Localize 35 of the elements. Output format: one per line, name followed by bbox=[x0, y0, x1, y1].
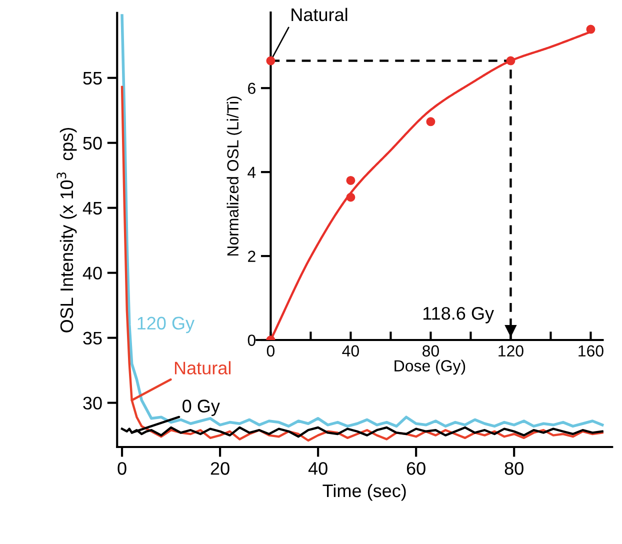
x-tick-label: 80 bbox=[422, 345, 439, 357]
point bbox=[346, 192, 356, 202]
y-tick-label: 6 bbox=[248, 82, 256, 94]
point bbox=[346, 176, 356, 185]
y-tick-label: 40 bbox=[82, 266, 102, 280]
x-axis-title: Time (sec) bbox=[322, 484, 406, 501]
y-axis-title: Normalized OSL (Li/Ti) bbox=[226, 96, 242, 256]
x-tick-label: 20 bbox=[210, 462, 230, 475]
y-tick-label: 4 bbox=[248, 166, 256, 178]
y-tick-label: 50 bbox=[83, 136, 102, 150]
y-tick-label: 35 bbox=[83, 332, 102, 345]
point bbox=[426, 117, 436, 126]
x-tick-label: 0 bbox=[266, 345, 275, 357]
series-label: 0 Gy bbox=[182, 400, 220, 416]
y-tick-label: 55 bbox=[83, 72, 102, 85]
y-tick-label: 2 bbox=[248, 250, 256, 262]
x-tick-label: 60 bbox=[406, 462, 426, 475]
text: Natural bbox=[174, 361, 230, 374]
x-tick-label: 80 bbox=[504, 462, 524, 475]
y-tick-label: 45 bbox=[82, 202, 102, 215]
point bbox=[586, 24, 596, 34]
point bbox=[266, 56, 276, 66]
y-tick-label: 0 bbox=[248, 334, 256, 346]
x-tick-label: 40 bbox=[308, 462, 328, 475]
x-tick-label: 0 bbox=[118, 462, 126, 475]
y-axis-title: OSL Intensity (x 10$^{3}$ cps) bbox=[56, 128, 77, 332]
point bbox=[506, 56, 516, 66]
annotation: Natural bbox=[292, 8, 348, 22]
x-axis-title: Dose (Gy) bbox=[394, 360, 466, 375]
x-tick-label: 160 bbox=[578, 345, 604, 357]
series-label: 120 Gy bbox=[138, 316, 194, 334]
x-tick-label: 40 bbox=[342, 345, 359, 357]
x-tick-label: 120 bbox=[498, 345, 524, 357]
annotation: 118.6 Gy bbox=[423, 306, 494, 324]
y-tick-label: 30 bbox=[83, 396, 102, 410]
